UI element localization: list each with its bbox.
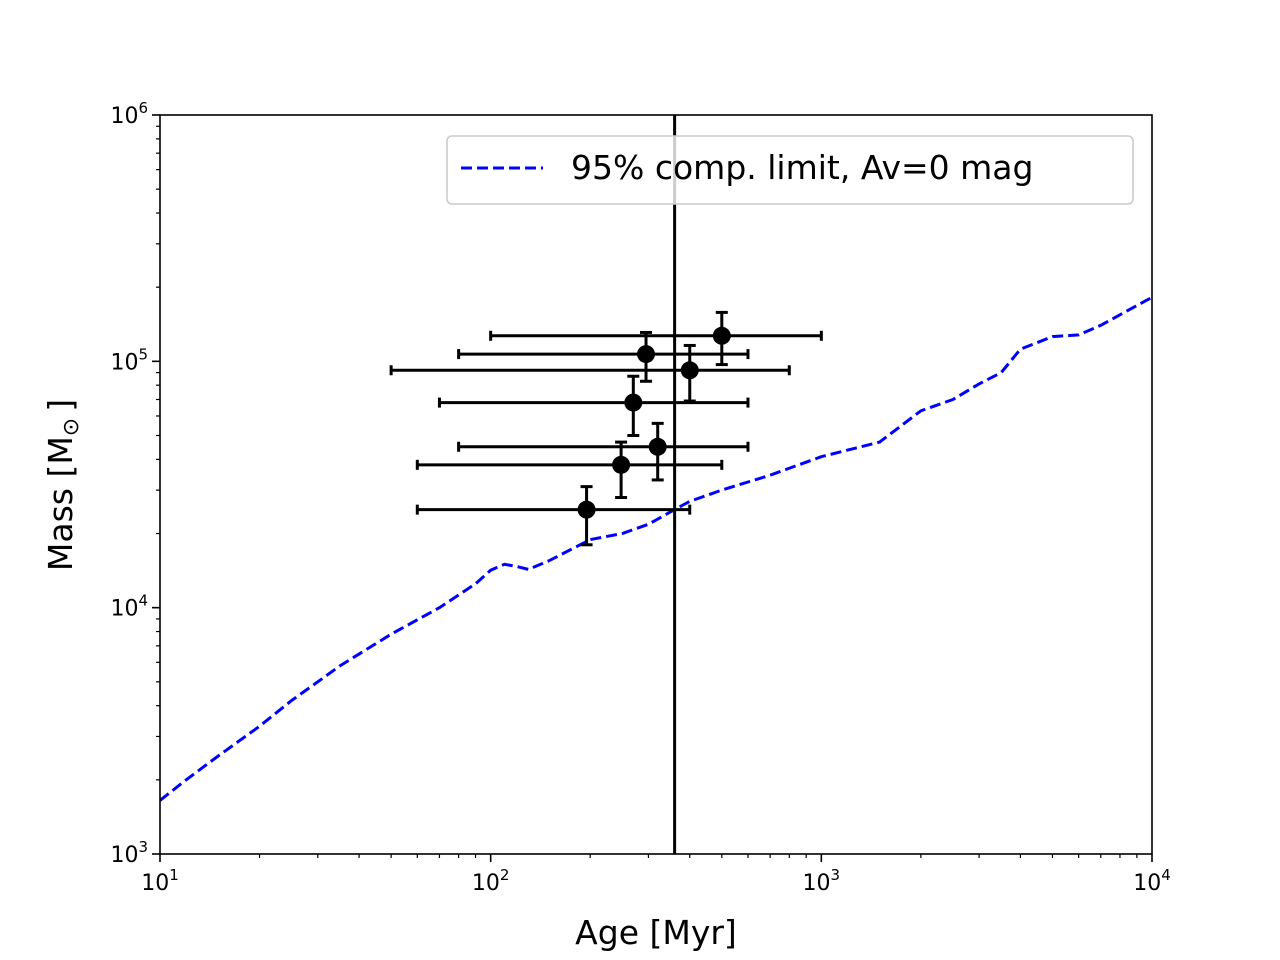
y-tick-exponent: 6 — [138, 99, 148, 117]
y-tick-base: 10 — [110, 104, 138, 129]
y-axis-title-sub: ⊙ — [59, 418, 84, 436]
cluster-point-7 — [415, 485, 692, 547]
plot-frame — [159, 114, 1153, 855]
data-marker — [648, 437, 667, 456]
cluster-point-4 — [437, 374, 750, 437]
y-tick-base: 10 — [110, 350, 138, 375]
completeness-limit-line — [160, 295, 1152, 802]
data-marker — [612, 455, 631, 474]
y-tick-label: 106 — [110, 99, 148, 129]
y-tick-exponent: 5 — [138, 345, 148, 363]
y-axis-title-close: ] — [41, 399, 80, 412]
y-tick-exponent: 4 — [138, 592, 148, 610]
y-tick-label: 105 — [110, 345, 148, 375]
y-tick-base: 10 — [110, 843, 138, 868]
data-points — [389, 310, 823, 547]
data-marker — [637, 345, 656, 364]
y-tick-base: 10 — [110, 597, 138, 622]
data-marker — [680, 361, 699, 380]
legend-box — [446, 135, 1134, 205]
x-tick-base: 10 — [803, 871, 831, 896]
x-tick-label: 102 — [472, 866, 510, 896]
plot-content — [160, 115, 1152, 854]
y-axis-title-main: Mass [M — [41, 436, 80, 571]
data-marker — [624, 393, 643, 412]
x-tick-exponent: 3 — [831, 866, 841, 884]
data-marker — [712, 326, 731, 345]
legend-label: 95% comp. limit, Av=0 mag — [571, 148, 1033, 187]
cluster-point-1 — [489, 310, 823, 367]
x-tick-base: 10 — [1133, 871, 1161, 896]
x-tick-label: 103 — [803, 866, 841, 896]
x-tick-base: 10 — [472, 871, 500, 896]
y-axis-title: Mass [M⊙] — [41, 399, 84, 571]
legend: 95% comp. limit, Av=0 mag — [446, 135, 1134, 205]
x-tick-exponent: 1 — [169, 866, 179, 884]
data-marker — [577, 500, 596, 519]
cluster-point-3 — [389, 343, 791, 403]
plot-area — [160, 115, 1152, 854]
x-tick-exponent: 4 — [1161, 866, 1171, 884]
y-tick-exponent: 3 — [138, 838, 148, 856]
x-tick-exponent: 2 — [500, 866, 510, 884]
cluster-point-2 — [457, 330, 750, 383]
cluster-point-5 — [457, 421, 750, 482]
y-tick-label: 103 — [110, 838, 148, 868]
x-tick-label: 101 — [141, 866, 179, 896]
cluster-point-6 — [415, 440, 724, 500]
x-tick-base: 10 — [141, 871, 169, 896]
x-axis-title: Age [Myr] — [575, 913, 737, 952]
y-tick-label: 104 — [110, 592, 148, 622]
x-tick-label: 104 — [1133, 866, 1171, 896]
